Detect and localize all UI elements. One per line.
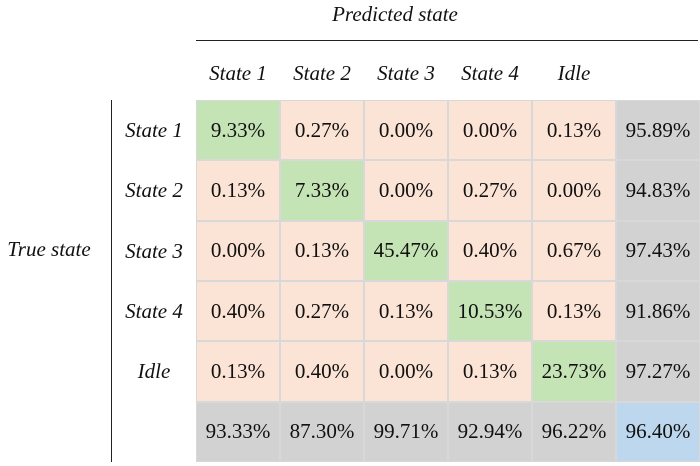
row-header: State 2 [125,178,183,203]
matrix-cell: 0.40% [196,280,280,342]
row-header: State 4 [125,298,183,323]
row-header: Idle [137,359,171,384]
column-summary-cell: 93.33% [196,401,280,462]
matrix-cell-diagonal: 10.53% [448,280,532,342]
column-header: State 4 [461,61,519,85]
column-summary-cell: 87.30% [280,401,364,462]
matrix-cell: 0.67% [532,220,616,281]
matrix-cell: 0.27% [280,100,364,161]
matrix-cell-diagonal: 9.33% [196,100,280,161]
matrix-cell: 0.00% [196,220,280,281]
overall-accuracy-cell: 96.40% [616,401,700,462]
column-header: State 2 [293,61,351,85]
true-state-label: True state [7,237,91,261]
matrix-cell: 0.00% [364,100,448,161]
matrix-cell: 0.00% [448,100,532,161]
row-header: State 1 [125,118,183,142]
matrix-cell-diagonal: 7.33% [280,160,364,221]
matrix-cell-diagonal: 45.47% [364,220,448,281]
matrix-cell: 0.13% [532,100,616,161]
row-summary-cell: 97.43% [616,220,700,281]
column-summary-cell: 96.22% [532,401,616,462]
column-summary-cell: 92.94% [448,401,532,462]
row-summary-cell: 97.27% [616,341,700,402]
matrix-cell: 0.13% [364,280,448,342]
column-summary-cell: 99.71% [364,401,448,462]
predicted-state-label: Predicted state [332,2,458,26]
column-header: State 1 [209,61,267,85]
column-header: Idle [557,61,591,85]
row-header: State 3 [125,238,183,263]
matrix-cell: 0.13% [280,220,364,281]
matrix-cell: 0.00% [532,160,616,221]
matrix-cell: 0.27% [448,160,532,221]
matrix-cell: 0.40% [280,341,364,402]
matrix-cell: 0.13% [196,341,280,402]
confusion-matrix: 9.33% 0.27% 0.00% 0.00% 0.13% 95.89% 0.13% 7.33… [196,100,700,462]
matrix-cell: 0.40% [448,220,532,281]
row-summary-cell: 94.83% [616,160,700,221]
matrix-cell: 0.13% [532,280,616,342]
top-rule [196,40,698,41]
matrix-cell: 0.27% [280,280,364,342]
matrix-cell: 0.00% [364,341,448,402]
row-summary-cell: 95.89% [616,100,700,161]
column-header: State 3 [377,61,435,85]
matrix-cell: 0.13% [448,341,532,402]
row-summary-cell: 91.86% [616,280,700,342]
matrix-cell-diagonal: 23.73% [532,341,616,402]
matrix-cell: 0.00% [364,160,448,221]
left-rule [111,100,112,462]
matrix-cell: 0.13% [196,160,280,221]
